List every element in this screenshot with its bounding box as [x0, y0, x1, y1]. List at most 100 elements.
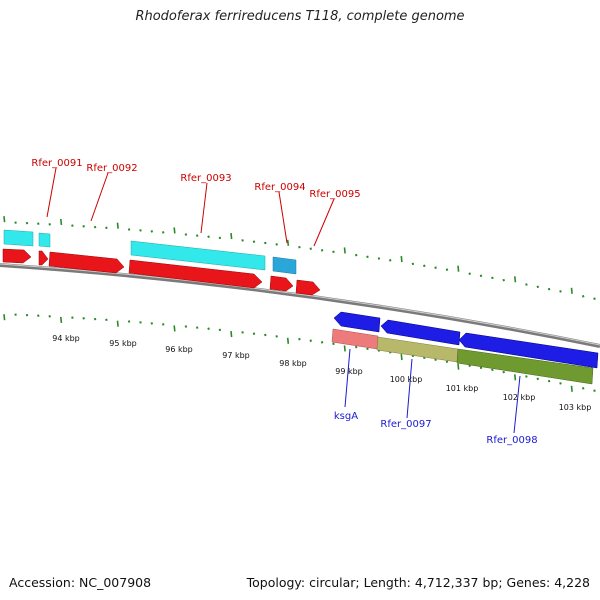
minor-tick — [366, 347, 369, 351]
minor-tick — [14, 313, 17, 316]
minor-tick — [127, 228, 131, 231]
tick-label: 98 kbp — [279, 359, 307, 368]
leader-line — [344, 348, 351, 408]
minor-tick — [502, 370, 505, 374]
minor-tick — [82, 317, 85, 320]
minor-tick — [207, 327, 210, 330]
cds-feature[interactable] — [2, 248, 32, 264]
tick-label: 101 kbp — [446, 384, 479, 393]
minor-tick — [25, 221, 29, 225]
minor-tick — [479, 274, 483, 278]
major-tick — [286, 239, 290, 246]
top-gene-labels: Rfer_0091 Rfer_0092 Rfer_0093 Rfer_0094 … — [31, 158, 361, 247]
cds-feature[interactable] — [380, 319, 461, 346]
minor-tick — [48, 315, 51, 318]
minor-tick — [320, 341, 324, 344]
gene-feature[interactable] — [38, 232, 51, 248]
minor-tick — [139, 229, 142, 232]
gene-label-rfer-0092[interactable]: Rfer_0092 — [86, 163, 137, 174]
minor-tick — [309, 247, 313, 251]
minor-tick — [275, 243, 278, 246]
minor-tick — [93, 317, 97, 321]
leader-line — [278, 191, 288, 244]
minor-tick — [241, 331, 244, 334]
minor-tick — [241, 239, 244, 242]
genome-backbone — [0, 263, 600, 348]
gene-label-rfer-0097[interactable]: Rfer_0097 — [380, 419, 431, 430]
major-tick — [3, 314, 6, 321]
tick-label: 94 kbp — [52, 334, 80, 343]
minor-tick — [434, 358, 437, 361]
minor-tick — [411, 262, 415, 266]
minor-tick — [388, 259, 392, 262]
bottom-gene-labels: ksgA Rfer_0097 Rfer_0098 — [334, 348, 538, 446]
cds-track-reverse — [333, 311, 599, 369]
minor-tick — [559, 382, 562, 385]
minor-tick — [559, 290, 562, 293]
minor-tick — [536, 377, 540, 381]
minor-tick — [502, 278, 505, 282]
cds-feature[interactable] — [269, 275, 294, 292]
cds-feature[interactable] — [333, 311, 381, 333]
cds-feature[interactable] — [38, 250, 49, 266]
tick-label: 96 kbp — [165, 345, 193, 354]
minor-tick — [525, 375, 528, 378]
major-tick — [3, 216, 6, 223]
minor-tick — [207, 235, 210, 238]
minor-tick — [82, 225, 85, 228]
tick-label: 100 kbp — [390, 375, 423, 384]
minor-tick — [298, 337, 301, 341]
cds-feature[interactable] — [458, 332, 599, 369]
minor-tick — [298, 245, 301, 249]
minor-tick — [25, 313, 29, 317]
cds-feature[interactable] — [48, 251, 125, 274]
gene-feature[interactable] — [272, 256, 297, 275]
minor-tick — [593, 389, 596, 392]
gene-label-rfer-0091[interactable]: Rfer_0091 — [31, 158, 82, 169]
gene-feature[interactable] — [130, 240, 266, 271]
genome-summary-text: Topology: circular; Length: 4,712,337 bp… — [246, 575, 590, 590]
minor-tick — [275, 335, 278, 338]
minor-tick — [354, 253, 358, 257]
major-tick — [343, 247, 346, 254]
genome-backbone-highlight — [0, 263, 600, 346]
minor-tick — [468, 272, 471, 275]
gene-label-ksga[interactable]: ksgA — [334, 411, 358, 422]
gene-feature[interactable] — [456, 348, 594, 385]
major-tick — [173, 227, 176, 234]
leader-line — [46, 167, 57, 218]
rna-feature[interactable] — [331, 328, 379, 350]
cds-feature[interactable] — [295, 279, 321, 296]
major-tick — [570, 287, 573, 294]
major-tick — [116, 320, 119, 327]
minor-tick — [366, 255, 369, 259]
minor-tick — [309, 339, 313, 343]
minor-tick — [48, 223, 51, 226]
minor-tick — [593, 297, 596, 300]
minor-tick — [320, 249, 324, 252]
minor-tick — [150, 230, 154, 233]
minor-tick — [377, 257, 381, 260]
gene-label-rfer-0095[interactable]: Rfer_0095 — [309, 189, 360, 200]
cds-feature[interactable] — [128, 259, 263, 289]
scale-labels: 94 kbp 95 kbp 96 kbp 97 kbp 98 kbp 99 kb… — [52, 334, 591, 412]
minor-tick — [525, 283, 528, 286]
gene-label-rfer-0094[interactable]: Rfer_0094 — [254, 182, 305, 193]
minor-tick — [161, 323, 165, 326]
minor-tick — [581, 387, 585, 390]
minor-tick — [536, 285, 540, 289]
minor-tick — [581, 295, 585, 298]
leader-line — [406, 358, 413, 419]
major-tick — [570, 385, 573, 392]
minor-tick — [332, 342, 335, 346]
gene-label-rfer-0093[interactable]: Rfer_0093 — [180, 173, 231, 184]
gene-feature[interactable] — [3, 229, 34, 247]
minor-tick — [491, 276, 494, 280]
minor-tick — [195, 234, 199, 237]
gene-label-rfer-0098[interactable]: Rfer_0098 — [486, 435, 537, 446]
major-tick — [400, 256, 403, 263]
tick-label: 102 kbp — [503, 393, 536, 402]
leader-line — [513, 375, 521, 434]
tick-label: 95 kbp — [109, 339, 137, 348]
